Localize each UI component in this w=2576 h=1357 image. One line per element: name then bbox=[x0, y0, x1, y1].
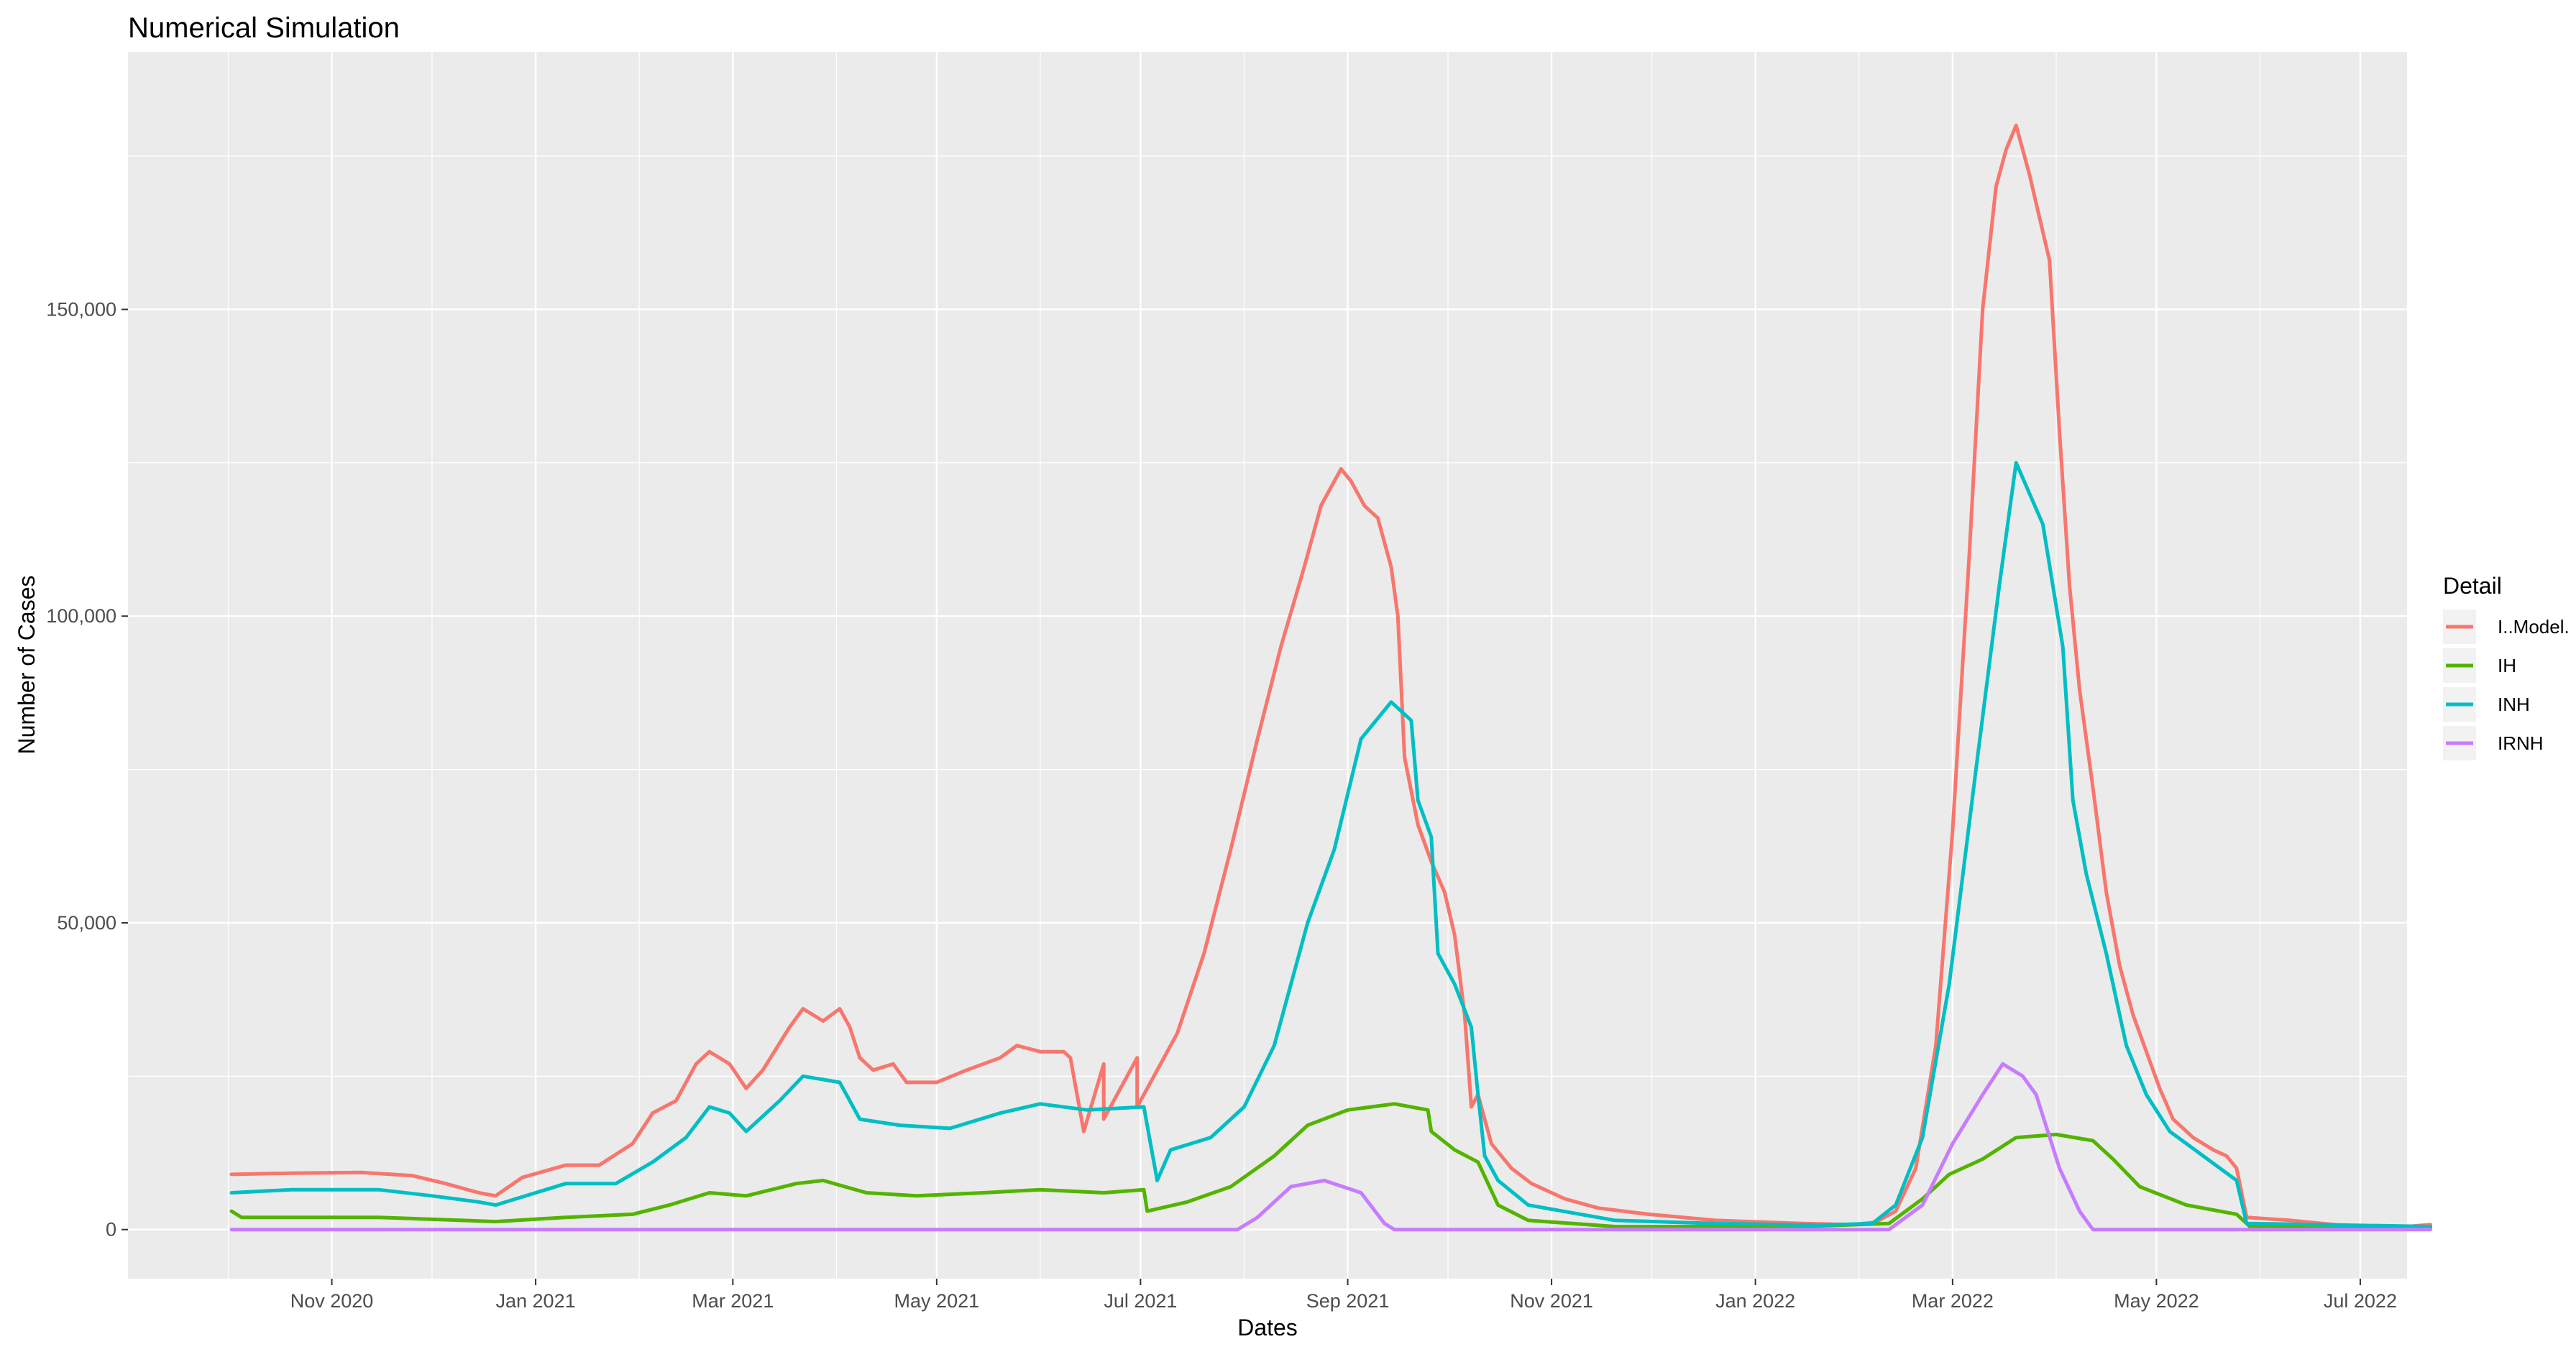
y-tick-label: 0 bbox=[106, 1219, 116, 1241]
x-axis-title: Dates bbox=[1237, 1315, 1298, 1340]
grid-major bbox=[128, 52, 2407, 1279]
chart-title: Numerical Simulation bbox=[128, 12, 400, 44]
legend-label: INH bbox=[2498, 694, 2530, 715]
legend-label: IH bbox=[2498, 655, 2516, 676]
x-tick-label: Nov 2020 bbox=[290, 1290, 374, 1312]
legend: Detail I..Model. IH INH IRNH bbox=[2443, 573, 2570, 760]
y-tick-label: 100,000 bbox=[46, 605, 116, 627]
legend-label: I..Model. bbox=[2498, 616, 2570, 638]
x-axis: Nov 2020 Jan 2021 Mar 2021 May 2021 Jul 2021… bbox=[290, 1279, 2397, 1312]
x-tick-label: May 2022 bbox=[2114, 1290, 2199, 1312]
grid-minor bbox=[128, 52, 2407, 1279]
series-line-inh bbox=[229, 461, 2432, 1228]
x-tick-label: Jul 2022 bbox=[2324, 1290, 2397, 1312]
legend-label: IRNH bbox=[2498, 732, 2544, 754]
x-tick-label: Jul 2021 bbox=[1104, 1290, 1177, 1312]
y-tick-label: 50,000 bbox=[57, 912, 116, 934]
y-tick-label: 150,000 bbox=[46, 298, 116, 320]
y-axis-title: Number of Cases bbox=[14, 576, 40, 755]
y-axis: 0 50,000 100,000 150,000 bbox=[46, 298, 128, 1241]
x-tick-label: May 2021 bbox=[894, 1290, 980, 1312]
series-line-i-model- bbox=[229, 123, 2432, 1228]
x-tick-label: Nov 2021 bbox=[1510, 1290, 1593, 1312]
x-tick-label: Mar 2022 bbox=[1912, 1290, 1994, 1312]
series-layer bbox=[229, 123, 2432, 1232]
series-line-ih bbox=[229, 1102, 2432, 1230]
x-tick-label: Mar 2021 bbox=[692, 1290, 774, 1312]
legend-title: Detail bbox=[2443, 573, 2502, 599]
x-tick-label: Jan 2021 bbox=[496, 1290, 576, 1312]
x-tick-label: Jan 2022 bbox=[1715, 1290, 1795, 1312]
x-tick-label: Sep 2021 bbox=[1306, 1290, 1390, 1312]
plot-panel bbox=[128, 52, 2407, 1279]
series-line-irnh bbox=[229, 1062, 2432, 1232]
